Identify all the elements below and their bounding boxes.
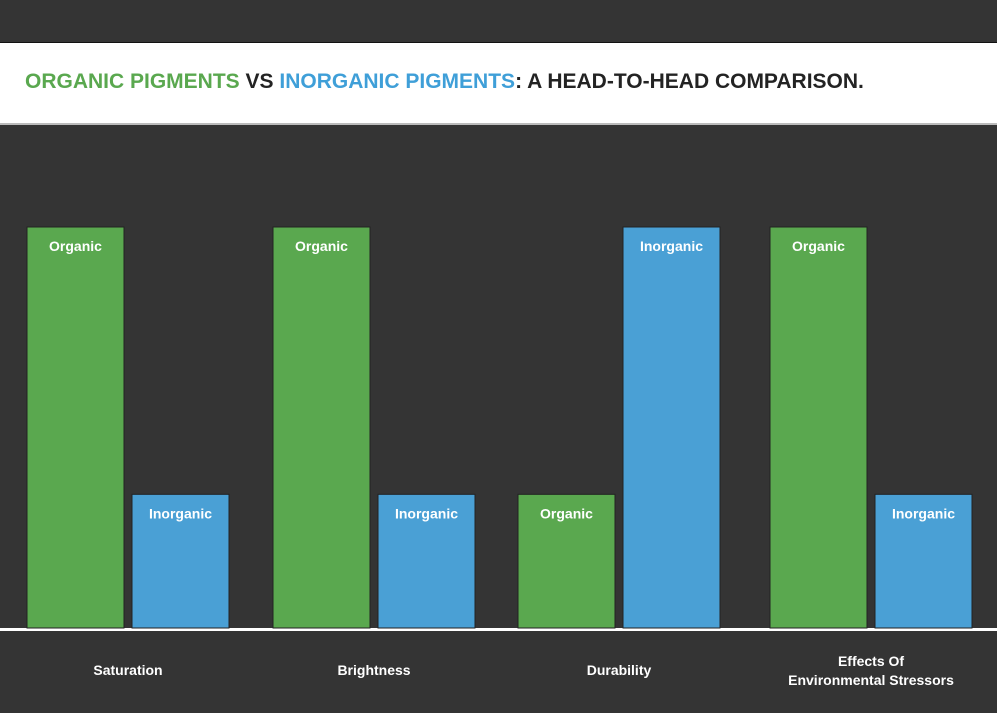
bar-label: Organic bbox=[49, 238, 102, 254]
bar-organic bbox=[769, 226, 868, 629]
baseline bbox=[0, 628, 997, 631]
bar-organic bbox=[26, 226, 125, 629]
bar-organic bbox=[272, 226, 371, 629]
bar-label: Organic bbox=[295, 238, 348, 254]
title-vs: VS bbox=[239, 70, 280, 93]
category-label: Saturation bbox=[93, 662, 162, 678]
bar-label: Organic bbox=[792, 238, 845, 254]
chart-title: ORGANIC PIGMENTS VS INORGANIC PIGMENTS: … bbox=[25, 70, 864, 94]
bar-label: Inorganic bbox=[892, 505, 955, 521]
title-inorganic: INORGANIC PIGMENTS bbox=[279, 70, 516, 93]
bar-organic bbox=[517, 493, 616, 629]
top-bar bbox=[0, 0, 997, 43]
bar-inorganic bbox=[131, 493, 230, 629]
bar-label: Inorganic bbox=[149, 505, 212, 521]
bar-label: Inorganic bbox=[395, 505, 458, 521]
category-label: Brightness bbox=[337, 662, 410, 678]
category-label: Durability bbox=[587, 662, 652, 678]
category-label: Environmental Stressors bbox=[788, 672, 954, 688]
bar-label: Organic bbox=[540, 505, 593, 521]
title-band: ORGANIC PIGMENTS VS INORGANIC PIGMENTS: … bbox=[0, 43, 997, 125]
bar-label: Inorganic bbox=[640, 238, 703, 254]
bar-inorganic bbox=[874, 493, 973, 629]
right-edge bbox=[997, 0, 1000, 713]
title-organic: ORGANIC PIGMENTS bbox=[25, 70, 240, 93]
title-rest: : A HEAD-TO-HEAD COMPARISON. bbox=[515, 70, 864, 93]
category-label: Effects Of bbox=[838, 653, 904, 669]
bar-inorganic bbox=[622, 226, 721, 629]
bar-inorganic bbox=[377, 493, 476, 629]
